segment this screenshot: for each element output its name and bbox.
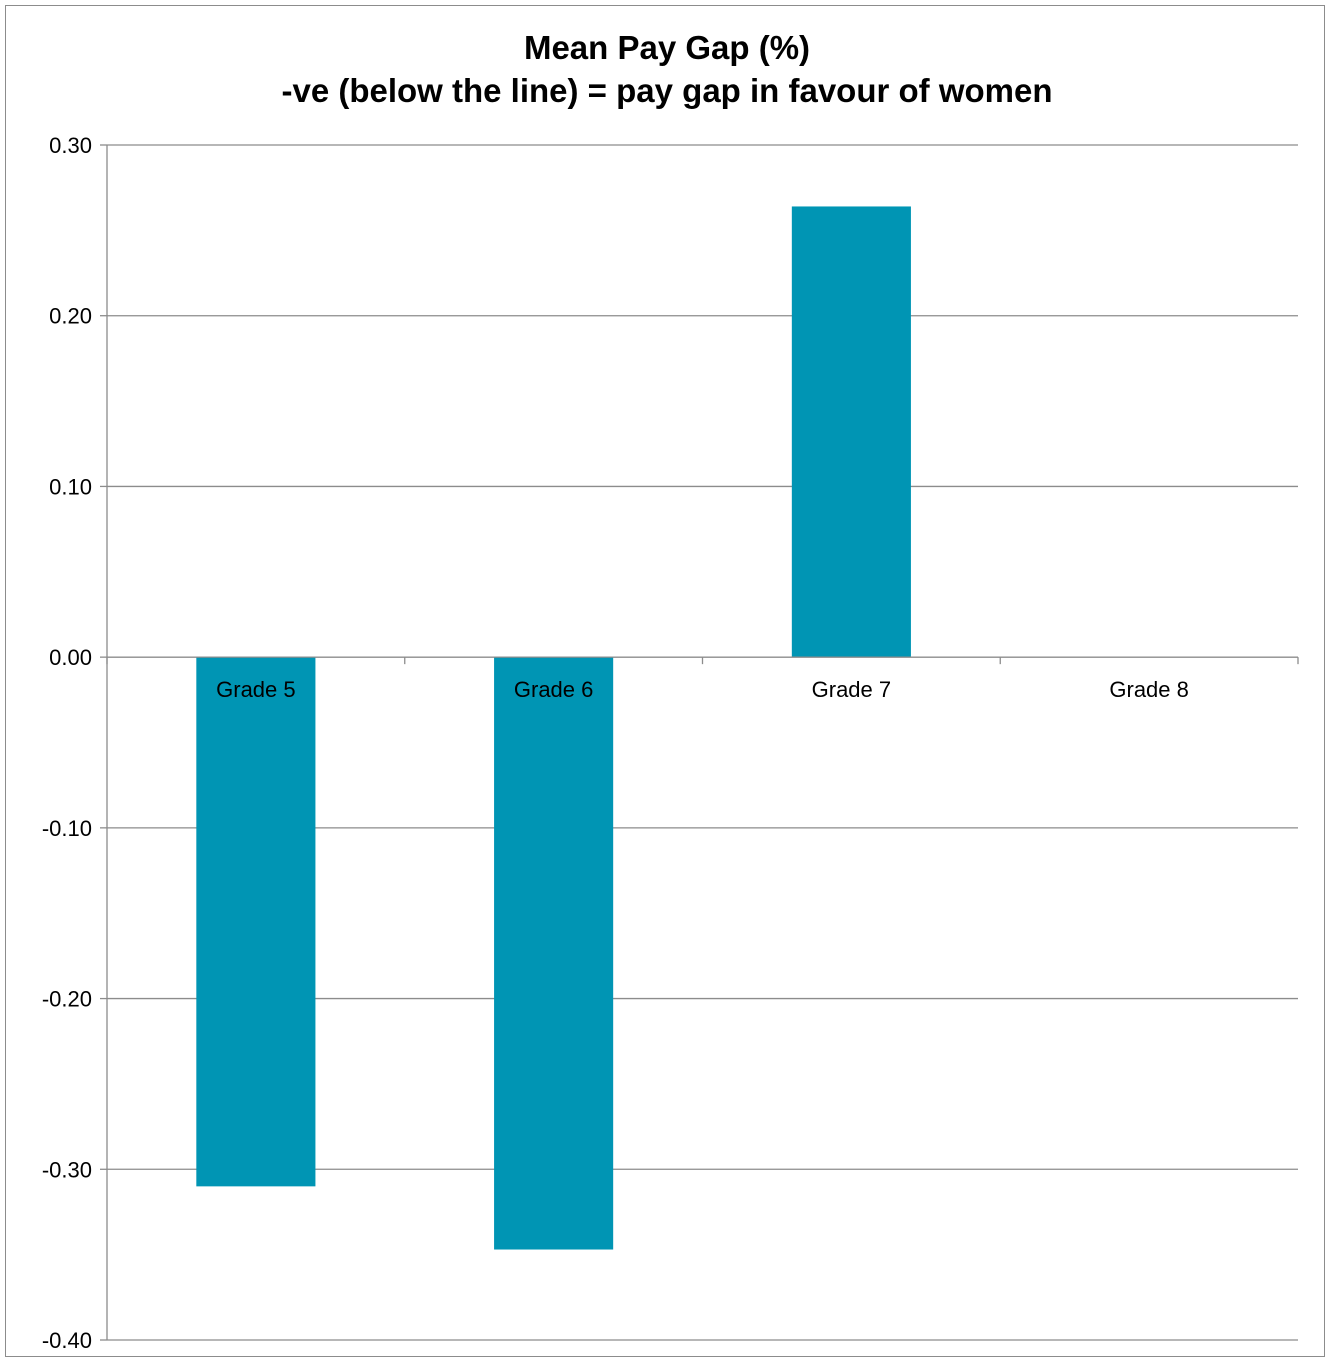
y-tick-label: -0.30 [42, 1157, 92, 1182]
bar-grade-5 [196, 657, 316, 1187]
bar-grade-6 [494, 657, 614, 1250]
x-category-labels: Grade 5 Grade 6 Grade 7 Grade 8 [216, 677, 1189, 702]
y-tick-label: 0.10 [49, 474, 92, 499]
y-tick-label: -0.10 [42, 816, 92, 841]
y-tick-label: -0.40 [42, 1328, 92, 1353]
chart-title: Mean Pay Gap (%) [524, 29, 810, 66]
bars [196, 206, 911, 1250]
y-tick-label: 0.20 [49, 304, 92, 329]
x-category-label: Grade 6 [514, 677, 594, 702]
y-tick-label: 0.30 [49, 133, 92, 158]
bar-grade-7 [791, 206, 911, 658]
axes [100, 144, 1299, 1341]
y-tick-label: 0.00 [49, 645, 92, 670]
y-tick-label: -0.20 [42, 987, 92, 1012]
x-category-label: Grade 8 [1109, 677, 1189, 702]
y-tick-labels: 0.30 0.20 0.10 0.00 -0.10 -0.20 -0.30 -0.40 [42, 133, 92, 1353]
chart-subtitle: -ve (below the line) = pay gap in favour… [281, 72, 1052, 109]
x-category-label: Grade 7 [812, 677, 892, 702]
x-category-label: Grade 5 [216, 677, 296, 702]
